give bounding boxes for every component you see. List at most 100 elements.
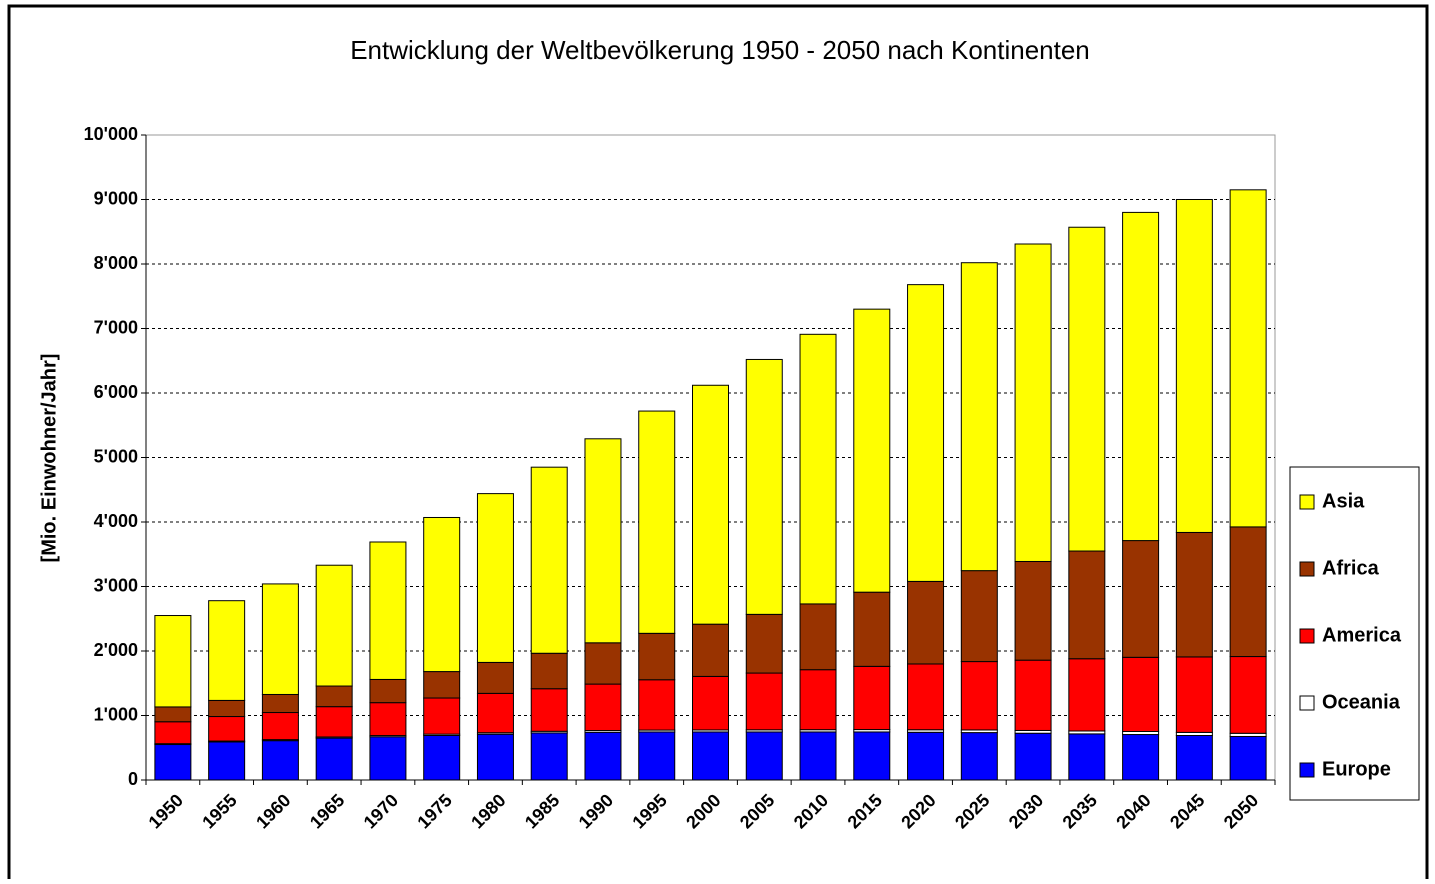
y-tick-label: 6'000 xyxy=(94,382,138,402)
legend-label: America xyxy=(1322,624,1402,646)
bar-segment xyxy=(853,591,891,667)
bar-segment xyxy=(423,734,461,781)
bar-segment xyxy=(530,466,568,654)
bar-segment xyxy=(1175,199,1213,533)
bar-segment xyxy=(745,672,783,731)
bar-segment xyxy=(315,737,353,781)
bar-segment xyxy=(692,675,729,731)
bar-segment xyxy=(1175,656,1213,733)
bar-segment xyxy=(315,685,353,708)
bar-segment xyxy=(853,665,891,731)
bar-segment xyxy=(745,731,783,781)
bar-segment xyxy=(369,541,407,680)
bar-segment xyxy=(799,333,837,605)
bar-segment xyxy=(907,580,945,665)
bar-segment xyxy=(1229,656,1267,734)
bar-segment xyxy=(907,663,945,731)
bar-segment xyxy=(960,262,998,572)
bar-segment xyxy=(584,642,622,685)
bar-segment xyxy=(584,683,622,732)
bar-segment xyxy=(423,697,461,735)
bar-segment xyxy=(1175,531,1213,658)
bar-segment xyxy=(907,731,945,781)
legend-label: Europe xyxy=(1322,758,1391,780)
legend-label: Asia xyxy=(1322,490,1365,512)
bar-segment xyxy=(799,731,837,781)
bar-segment xyxy=(423,671,461,699)
bar-segment xyxy=(1014,560,1052,661)
bar-segment xyxy=(208,600,246,701)
y-tick-label: 7'000 xyxy=(94,317,138,337)
bar-segment xyxy=(1122,734,1160,781)
bar-segment xyxy=(261,740,299,781)
bar-segment xyxy=(208,699,246,718)
bar-segment xyxy=(1014,659,1052,731)
bar-segment xyxy=(1068,226,1106,552)
bar-segment xyxy=(530,652,568,690)
bar-segment xyxy=(476,692,514,734)
y-tick-label: 1'000 xyxy=(94,704,138,724)
bar-segment xyxy=(1122,656,1160,732)
bar-segment xyxy=(745,613,783,674)
legend-swatch xyxy=(1299,628,1315,644)
y-tick-label: 10'000 xyxy=(84,124,138,144)
bar-segment xyxy=(476,733,514,781)
bar-segment xyxy=(369,678,407,704)
bar-segment xyxy=(584,438,622,644)
legend-swatch xyxy=(1299,762,1315,778)
legend-swatch xyxy=(1299,695,1315,711)
legend-swatch xyxy=(1299,494,1315,510)
bar-segment xyxy=(369,736,407,781)
bar-segment xyxy=(261,712,299,741)
bar-segment xyxy=(692,623,729,677)
bar-segment xyxy=(1014,732,1052,781)
bar-segment xyxy=(154,721,192,745)
bar-segment xyxy=(1068,733,1106,781)
bar-segment xyxy=(638,632,676,681)
bar-segment xyxy=(476,661,514,694)
bar-segment xyxy=(853,308,891,593)
bar-segment xyxy=(1068,658,1106,732)
bar-segment xyxy=(1068,550,1106,660)
legend-label: Africa xyxy=(1322,557,1380,579)
bar-segment xyxy=(692,731,729,781)
bar-segment xyxy=(638,731,676,781)
bar-segment xyxy=(154,706,192,723)
bar-segment xyxy=(1122,540,1160,658)
bar-segment xyxy=(1229,189,1267,528)
bar-segment xyxy=(1175,734,1213,781)
bar-segment xyxy=(584,731,622,781)
bar-segment xyxy=(261,693,299,714)
y-tick-label: 9'000 xyxy=(94,188,138,208)
bar-segment xyxy=(745,358,783,615)
legend-swatch xyxy=(1299,561,1315,577)
y-tick-label: 5'000 xyxy=(94,446,138,466)
bar-segment xyxy=(315,564,353,687)
y-axis-label: [Mio. Einwohner/Jahr] xyxy=(38,354,60,563)
bar-segment xyxy=(960,570,998,663)
bar-segment xyxy=(476,493,514,663)
bar-segment xyxy=(853,731,891,781)
bar-segment xyxy=(315,706,353,738)
y-tick-label: 8'000 xyxy=(94,253,138,273)
bar-segment xyxy=(907,284,945,582)
bar-segment xyxy=(208,741,246,781)
bar-segment xyxy=(692,384,729,625)
bar-segment xyxy=(154,744,192,781)
bar-segment xyxy=(261,583,299,695)
bar-segment xyxy=(154,615,192,708)
bar-segment xyxy=(1122,211,1160,542)
bar-segment xyxy=(799,603,837,671)
bar-segment xyxy=(799,669,837,731)
y-tick-label: 2'000 xyxy=(94,640,138,660)
bar-segment xyxy=(423,516,461,673)
bar-segment xyxy=(1014,243,1052,562)
bar-segment xyxy=(638,679,676,731)
bar-segment xyxy=(638,410,676,634)
chart-title: Entwicklung der Weltbevölkerung 1950 - 2… xyxy=(350,35,1090,65)
bar-segment xyxy=(530,732,568,781)
y-tick-label: 0 xyxy=(128,769,138,789)
bar-segment xyxy=(369,702,407,737)
legend-label: Oceania xyxy=(1322,691,1401,713)
bar-segment xyxy=(208,716,246,742)
